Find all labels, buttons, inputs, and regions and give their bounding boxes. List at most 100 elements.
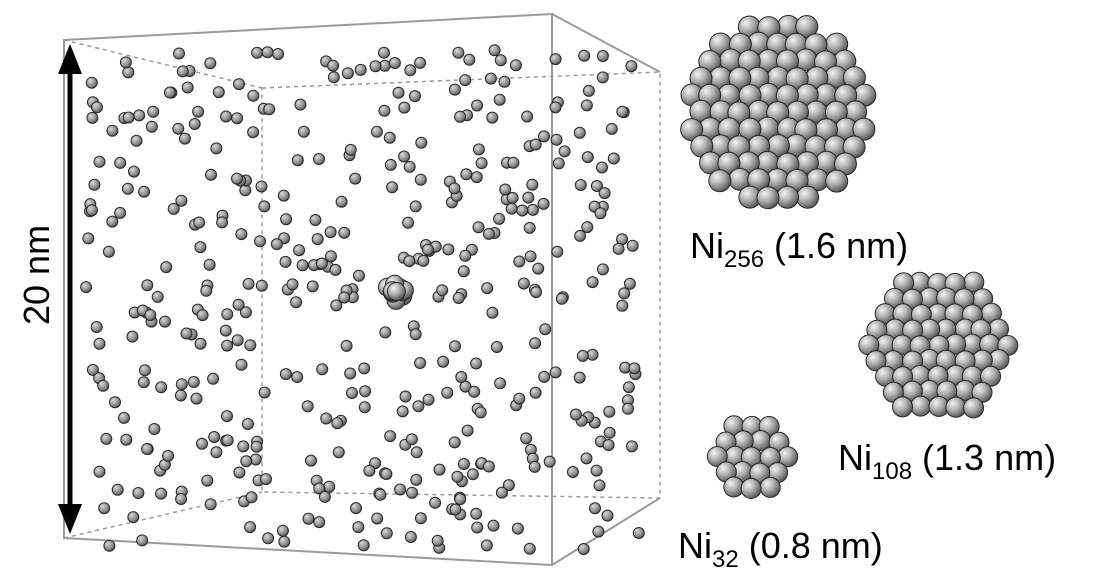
gas-atom (596, 263, 609, 276)
scale-bar-label: 20 nm (16, 224, 57, 325)
gas-atom (338, 291, 351, 304)
gas-atom (196, 309, 209, 322)
gas-atom (448, 182, 461, 195)
box-depth-top-right (551, 13, 661, 73)
gas-atom (187, 376, 200, 388)
gas-atom (603, 426, 616, 439)
gas-atom (167, 202, 180, 215)
gas-atom (244, 339, 257, 352)
gas-atom (482, 227, 495, 240)
cluster-atom (740, 478, 762, 499)
gas-atom (493, 93, 506, 106)
gas-atom (137, 376, 150, 389)
gas-atom (194, 337, 207, 350)
gas-atom (409, 90, 421, 103)
gas-atom (371, 512, 384, 525)
scale-arrow-head-bottom (58, 504, 82, 534)
scale-arrow-head-top (58, 44, 82, 74)
gas-atom (357, 539, 370, 552)
gas-atom (190, 392, 203, 405)
gas-atom (290, 296, 303, 309)
gas-atom (471, 521, 484, 534)
gas-atom (291, 154, 304, 167)
gas-atom (103, 539, 116, 552)
box-depth-back-top-left (63, 39, 263, 89)
gas-atom (210, 142, 223, 155)
gas-atom (240, 455, 253, 468)
gas-atom (136, 534, 149, 547)
gas-atom (421, 243, 434, 256)
gas-atom (263, 103, 276, 116)
gas-atom (484, 72, 497, 85)
gas-atom (386, 181, 399, 194)
gas-atom (487, 519, 500, 532)
gas-atom (433, 463, 446, 476)
gas-atom (315, 257, 328, 270)
gas-atom (133, 109, 146, 122)
gas-atom (482, 460, 495, 473)
gas-atom (363, 464, 376, 477)
gas-atom (410, 473, 423, 486)
gas-atom (260, 473, 272, 486)
gas-atom (596, 50, 609, 62)
gas-atom (85, 204, 98, 217)
gas-atom (353, 269, 365, 282)
cluster-atom (759, 476, 781, 498)
gas-atom (396, 405, 409, 418)
gas-atom (122, 111, 135, 124)
gas-atom (244, 521, 257, 534)
gas-atom (549, 101, 562, 114)
gas-atom (297, 125, 310, 138)
gas-atom (250, 440, 263, 453)
box-depth-back-bottom-left (63, 491, 263, 539)
gas-atom (200, 284, 213, 297)
gas-atom (582, 84, 595, 97)
gas-atom (320, 412, 333, 425)
gas-atom (593, 479, 606, 492)
gas-atom (220, 110, 232, 123)
cluster-ni108-image (858, 271, 1019, 419)
gas-atom (466, 468, 479, 481)
gas-atom (176, 65, 189, 78)
gas-atom (309, 214, 322, 226)
gas-atom (589, 502, 601, 515)
gas-atom (398, 101, 411, 114)
gas-atom (378, 46, 390, 59)
gas-atom (313, 482, 326, 495)
gas-atom (538, 130, 550, 143)
gas-atom (332, 446, 345, 459)
gas-atom (468, 385, 481, 398)
gas-atom (603, 405, 616, 418)
gas-atom (414, 512, 427, 525)
gas-atom (549, 366, 562, 379)
gas-atom (402, 216, 415, 229)
gas-atom (231, 334, 244, 347)
gas-atom (513, 255, 526, 268)
gas-atom (574, 179, 587, 191)
gas-atom (399, 390, 412, 403)
gas-atom (578, 49, 591, 62)
gas-atom (247, 126, 260, 139)
gas-atom (93, 337, 106, 350)
cluster-label-ni108: Ni108 (1.3 nm) (838, 440, 1056, 484)
cluster-ni256-image (680, 14, 877, 210)
cluster-atom (795, 15, 819, 38)
gas-atom (173, 47, 185, 60)
gas-atom (305, 454, 317, 467)
gas-atom (127, 511, 140, 524)
gas-atom (552, 157, 565, 170)
gas-atom (379, 326, 392, 339)
gas-atom (581, 221, 594, 234)
gas-atom (475, 157, 488, 170)
cluster-atom (756, 186, 780, 210)
cluster-atom (945, 396, 967, 418)
gas-atom (340, 339, 353, 352)
gas-atom (221, 308, 234, 321)
gas-atom (91, 101, 103, 114)
gas-atom (392, 86, 405, 99)
gas-atom (378, 104, 391, 117)
gas-atom (279, 255, 292, 268)
gas-atom (106, 215, 119, 228)
gas-atom (566, 466, 579, 478)
gas-atom (586, 276, 599, 289)
